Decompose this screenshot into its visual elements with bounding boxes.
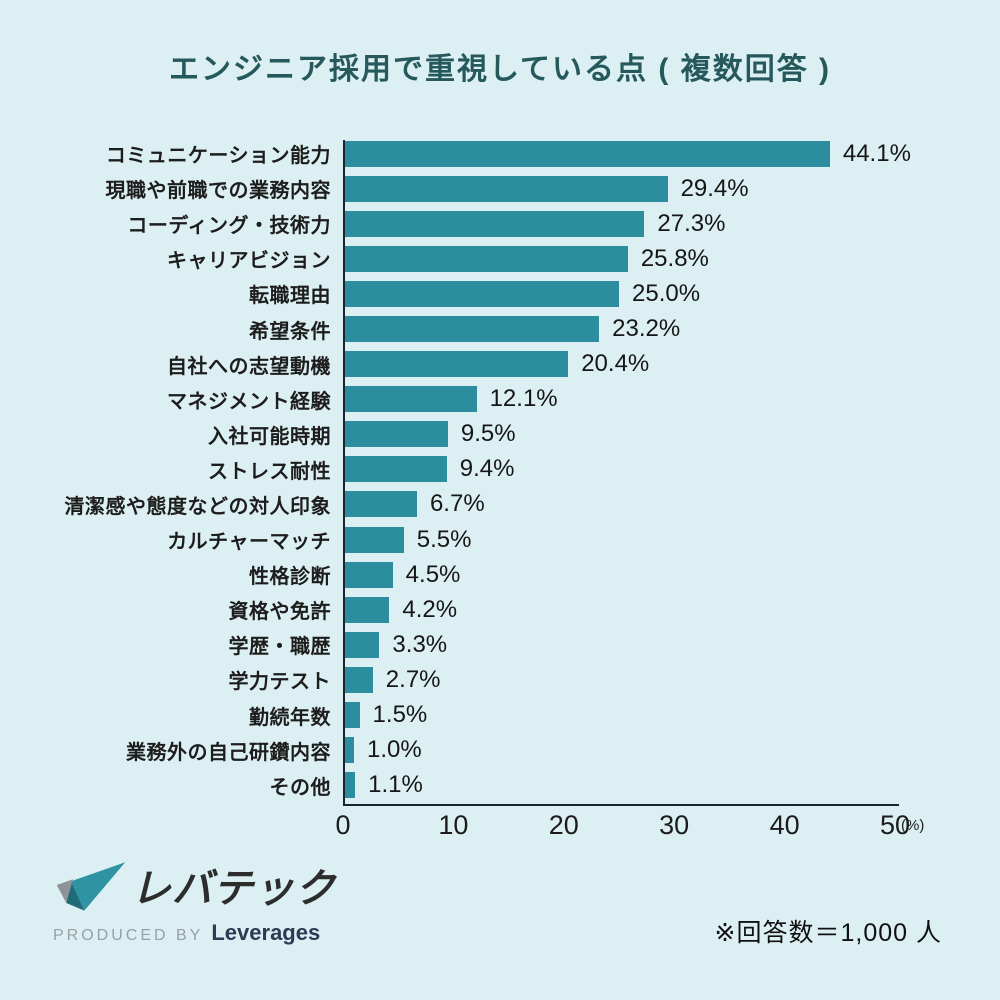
bar-row: その他 1.1% — [0, 768, 1000, 803]
bar-row: マネジメント経験 12.1% — [0, 382, 1000, 417]
bar-row: ストレス耐性 9.4% — [0, 452, 1000, 487]
levtech-logo-text: レバテック — [131, 867, 336, 911]
bar — [343, 245, 628, 272]
category-label: 希望条件 — [249, 320, 331, 343]
value-label: 3.3% — [392, 630, 448, 658]
bar-row: コーディング・技術力 27.3% — [0, 206, 1000, 241]
bar — [343, 421, 448, 448]
value-label: 2.7% — [385, 665, 441, 693]
bar-row: 学力テスト 2.7% — [0, 662, 1000, 697]
bar — [343, 666, 373, 693]
bar-row: 性格診断 4.5% — [0, 557, 1000, 592]
bar-row: 自社への志望動機 20.4% — [0, 347, 1000, 382]
bar — [343, 772, 356, 799]
value-label: 1.1% — [368, 771, 423, 799]
category-label: その他 — [269, 776, 331, 799]
x-axis-tick-label: 0 — [335, 810, 351, 840]
bar-row: 現職や前職での業務内容 29.4% — [0, 171, 1000, 206]
category-label: 自社への志望動機 — [167, 355, 331, 378]
value-label: 27.3% — [657, 209, 726, 237]
y-axis-line — [343, 140, 345, 806]
value-label: 12.1% — [489, 385, 558, 413]
bar-row: 希望条件 23.2% — [0, 311, 1000, 346]
bar — [343, 456, 447, 483]
category-label: 資格や免許 — [228, 601, 331, 624]
category-label: マネジメント経験 — [167, 390, 331, 413]
category-label: キャリアビジョン — [167, 250, 331, 273]
category-label: 業務外の自己研鑽内容 — [126, 741, 331, 764]
x-axis-tick-label: 20 — [548, 810, 579, 840]
value-label: 25.0% — [632, 279, 701, 307]
category-label: ストレス耐性 — [208, 460, 331, 483]
value-label: 1.5% — [372, 701, 428, 729]
category-label: カルチャーマッチ — [167, 531, 331, 554]
x-axis-tick-label: 40 — [769, 810, 800, 840]
x-axis-tick-label: 10 — [438, 810, 469, 840]
category-label: コーディング・技術力 — [127, 215, 331, 238]
bar — [343, 210, 645, 237]
value-label: 9.4% — [459, 455, 515, 483]
category-label: コミュニケーション能力 — [105, 145, 331, 168]
bar — [343, 596, 390, 623]
category-label: 清潔感や態度などの対人印象 — [64, 495, 331, 518]
chart-rows: コミュニケーション能力 44.1% 現職や前職での業務内容 29.4% コーディング・技… — [0, 136, 1000, 803]
chart-title: エンジニア採用で重視している点 ( 複数回答 ) — [168, 53, 832, 86]
bar — [343, 175, 668, 202]
bar-row: 業務外の自己研鑽内容 1.0% — [0, 733, 1000, 768]
x-axis-line — [343, 804, 899, 806]
value-label: 23.2% — [612, 315, 681, 343]
levtech-logo-icon — [56, 862, 126, 911]
category-label: 学歴・職歴 — [228, 636, 331, 659]
bar-row: 清潔感や態度などの対人印象 6.7% — [0, 487, 1000, 522]
bar-row: 転職理由 25.0% — [0, 276, 1000, 311]
value-label: 20.4% — [581, 350, 650, 378]
x-axis-unit-label: (%) — [901, 817, 925, 834]
bar-row: コミュニケーション能力 44.1% — [0, 136, 1000, 171]
bar — [343, 316, 600, 343]
category-label: 学力テスト — [228, 671, 331, 694]
value-label: 1.0% — [367, 736, 422, 764]
category-label: 勤続年数 — [249, 706, 331, 729]
company-name: Leverages — [211, 920, 321, 945]
respondent-count-note: ※回答数＝1,000 人 — [714, 919, 942, 947]
category-label: 性格診断 — [249, 566, 331, 589]
bar — [343, 351, 569, 378]
bar-row: 資格や免許 4.2% — [0, 592, 1000, 627]
bar-row: 学歴・職歴 3.3% — [0, 627, 1000, 662]
value-label: 6.7% — [429, 490, 485, 518]
levtech-logo: レバテック PRODUCED BY Leverages — [53, 856, 353, 946]
produced-by-label: PRODUCED BY — [53, 927, 204, 944]
value-label: 44.1% — [842, 139, 911, 167]
value-label: 4.5% — [405, 560, 461, 588]
value-label: 25.8% — [640, 244, 709, 272]
category-label: 転職理由 — [249, 285, 331, 308]
bar — [343, 280, 619, 307]
bar-chart: コミュニケーション能力 44.1% 現職や前職での業務内容 29.4% コーディング・技… — [0, 136, 1000, 840]
bar-row: キャリアビジョン 25.8% — [0, 241, 1000, 276]
value-label: 9.5% — [460, 420, 516, 448]
bar — [343, 737, 355, 764]
bar — [343, 631, 380, 658]
value-label: 4.2% — [402, 595, 458, 623]
bar-row: 勤続年数 1.5% — [0, 698, 1000, 733]
bar — [343, 491, 417, 518]
x-axis-tick-label: 50 — [879, 810, 911, 840]
value-label: 5.5% — [416, 525, 472, 553]
x-axis-tick-label: 30 — [659, 810, 690, 840]
category-label: 現職や前職での業務内容 — [105, 180, 331, 203]
bar-row: 入社可能時期 9.5% — [0, 417, 1000, 452]
category-label: 入社可能時期 — [208, 425, 331, 448]
bar — [343, 386, 477, 413]
bar — [343, 526, 404, 553]
value-label: 29.4% — [680, 174, 749, 202]
bar — [343, 140, 830, 167]
bar — [343, 702, 360, 729]
bar-row: カルチャーマッチ 5.5% — [0, 522, 1000, 557]
bar — [343, 561, 393, 588]
